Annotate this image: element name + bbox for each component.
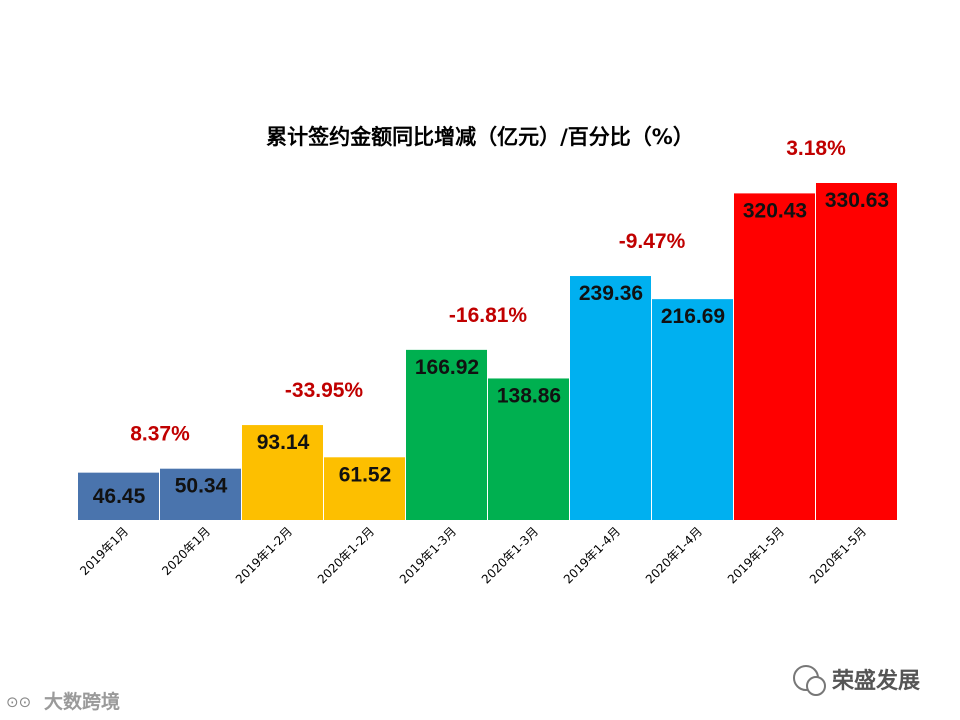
bar-4	[324, 457, 405, 520]
bar-value-label-6: 138.86	[497, 384, 561, 407]
yoy-labels-group: 8.37% -33.95% -16.81% -9.47% 3.18%	[130, 137, 846, 446]
x-tick-label-3: 2019年1-2月	[233, 524, 295, 586]
watermark-bottom-left: ⊙⊙ 大数跨境	[6, 690, 120, 713]
watermark-bottom-left-text: 大数跨境	[44, 690, 120, 713]
x-tick-label-5: 2019年1-3月	[397, 524, 459, 586]
yoy-label-2: -33.95%	[285, 379, 364, 402]
yoy-label-1: 8.37%	[130, 423, 190, 446]
x-tick-label-7: 2019年1-4月	[561, 524, 623, 586]
chart-title: 累计签约金额同比增减（亿元）/百分比（%）	[266, 125, 694, 149]
bar-value-label-2: 50.34	[175, 475, 228, 498]
x-axis-ticks: 2019年1月 2020年1月 2019年1-2月 2020年1-2月 2019年1-3…	[77, 524, 869, 586]
wechat-icon-inner	[806, 676, 826, 696]
bar-6	[488, 378, 569, 520]
x-tick-label-8: 2020年1-4月	[643, 524, 705, 586]
bar-value-label-7: 239.36	[579, 282, 643, 305]
yoy-label-4: -9.47%	[619, 230, 686, 253]
x-tick-label-10: 2020年1-5月	[807, 524, 869, 586]
bar-10	[816, 183, 897, 520]
watermark-bottom-right-text: 荣盛发展	[831, 668, 920, 694]
bar-value-label-8: 216.69	[661, 305, 725, 328]
watermark-bottom-right: 荣盛发展	[793, 665, 920, 696]
bar-5	[406, 349, 487, 520]
bar-3	[242, 425, 323, 520]
x-tick-label-4: 2020年1-2月	[315, 524, 377, 586]
yoy-label-3: -16.81%	[449, 304, 528, 327]
bar-2	[160, 468, 241, 520]
bar-value-label-10: 330.63	[825, 189, 889, 212]
bar-8	[652, 299, 733, 520]
x-tick-label-1: 2019年1月	[77, 524, 131, 578]
x-tick-label-2: 2020年1月	[159, 524, 213, 578]
bar-value-label-5: 166.92	[415, 356, 479, 379]
bar-7	[570, 276, 651, 520]
x-tick-label-6: 2020年1-3月	[479, 524, 541, 586]
bars-group	[78, 183, 897, 520]
bar-value-label-4: 61.52	[339, 463, 392, 486]
bar-9	[734, 193, 815, 520]
bar-value-label-1: 46.45	[93, 485, 146, 508]
bar-value-label-9: 320.43	[743, 199, 807, 222]
bar-1	[78, 472, 159, 520]
watermark-logo-icon: ⊙⊙	[6, 693, 31, 711]
data-labels-group: 46.45 50.34 93.14 61.52 166.92 138.86 239.36 21…	[93, 189, 889, 508]
x-tick-label-9: 2019年1-5月	[725, 524, 787, 586]
bar-value-label-3: 93.14	[257, 431, 310, 454]
yoy-label-5: 3.18%	[786, 137, 846, 160]
